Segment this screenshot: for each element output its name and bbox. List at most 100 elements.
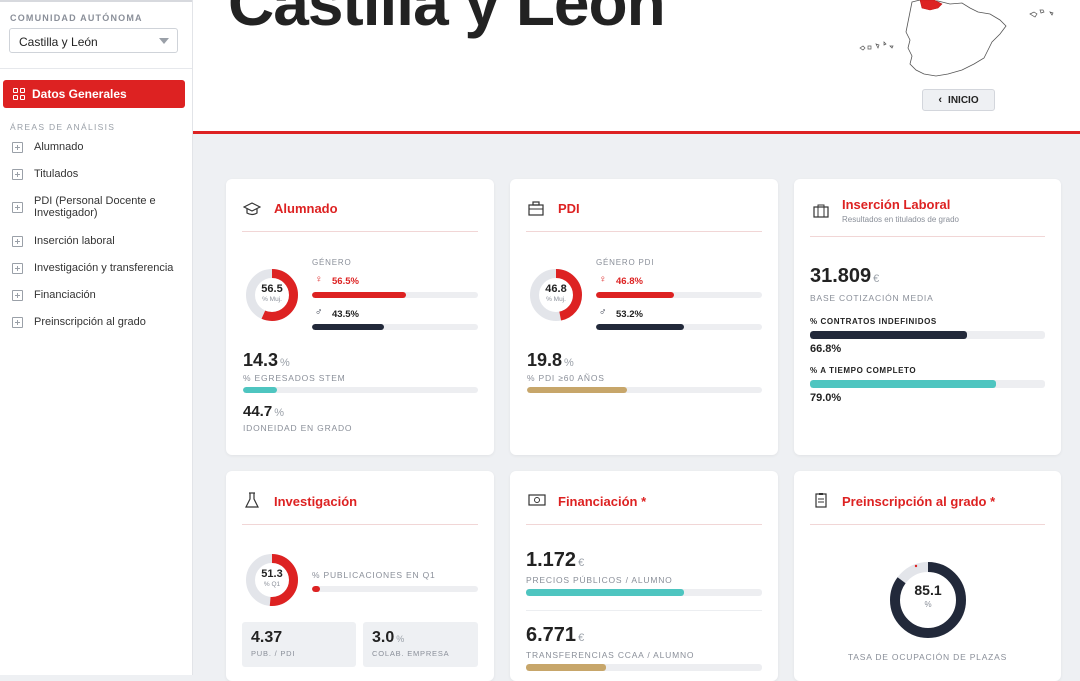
spain-map-icon — [859, 0, 1054, 77]
sidebar-item-titulados[interactable]: Titulados — [12, 168, 78, 180]
sidebar-item-label: Preinscripción al grado — [34, 316, 146, 328]
pub-stat: 4.37 PUB. / PDI — [242, 622, 356, 667]
female-icon: ♀ — [315, 274, 323, 285]
region-select[interactable]: Castilla y León — [9, 28, 178, 53]
donut-unit: % — [924, 600, 932, 609]
donut-value: 85.1 — [914, 582, 942, 598]
grid-icon — [13, 88, 25, 100]
expand-icon — [12, 316, 23, 328]
back-button[interactable]: ‹ INICIO — [922, 89, 995, 111]
base-value: 31.809 € — [810, 265, 880, 287]
transf-value: 6.771 € — [526, 624, 585, 646]
sidebar-item-investigacion[interactable]: Investigación y transferencia — [12, 262, 173, 274]
card-pdi: PDI 46.8 % Muj. GÉNERO PDI ♀ 46.8% ♂ 53.… — [510, 179, 778, 455]
sidebar-item-preinscripcion[interactable]: Preinscripción al grado — [12, 316, 146, 328]
sidebar-item-label: Alumnado — [34, 141, 84, 153]
sidebar: COMUNIDAD AUTÓNOMA Castilla y León Datos… — [0, 0, 193, 675]
gender-label: GÉNERO — [312, 258, 352, 267]
expand-icon — [12, 168, 23, 180]
card-divider — [242, 231, 478, 232]
donut-label: % Muj. — [262, 296, 282, 303]
occupancy-donut — [890, 562, 966, 638]
donut-value: 51.3 — [261, 568, 283, 580]
card-divider — [526, 524, 762, 525]
card-investigacion: Investigación 51.3 % Q1 % PUBLICACIONES … — [226, 471, 494, 681]
areas-label: ÁREAS DE ANÁLISIS — [10, 122, 116, 132]
sidebar-item-datos-generales[interactable]: Datos Generales — [3, 80, 185, 108]
stem-bar — [243, 387, 478, 393]
donut-value: 46.8 — [545, 283, 567, 295]
precios-bar — [526, 589, 762, 596]
money-icon — [528, 494, 546, 506]
transf-label: TRANSFERENCIAS CCAA / ALUMNO — [526, 650, 695, 660]
colab-stat: 3.0% COLAB. EMPRESA — [363, 622, 478, 667]
stem-value: 14.3% — [243, 350, 290, 370]
card-divider — [242, 524, 478, 525]
male-pct: 53.2% — [616, 309, 643, 320]
card-subtitle: Resultados en titulados de grado — [842, 215, 959, 224]
sidebar-item-label: Investigación y transferencia — [34, 262, 174, 274]
sidebar-top-divider — [0, 0, 192, 2]
gender-donut — [246, 269, 298, 321]
card-title: Alumnado — [274, 201, 338, 216]
card-financiacion: Financiación * 1.172 € PRECIOS PÚBLICOS /… — [510, 471, 778, 681]
chevron-down-icon — [159, 38, 169, 44]
q1-label: % PUBLICACIONES EN Q1 — [312, 570, 436, 580]
tiempo-label: % A TIEMPO COMPLETO — [810, 366, 917, 375]
sidebar-item-label: Titulados — [34, 168, 79, 180]
expand-icon — [12, 289, 23, 301]
flask-icon — [245, 492, 259, 508]
expand-icon — [12, 201, 23, 213]
precios-label: PRECIOS PÚBLICOS / ALUMNO — [526, 575, 673, 585]
indef-label: % CONTRATOS INDEFINIDOS — [810, 317, 937, 326]
donut-value: 56.5 — [261, 283, 283, 295]
card-title: PDI — [558, 201, 580, 216]
male-pct: 43.5% — [332, 309, 359, 320]
back-button-label: INICIO — [948, 94, 979, 106]
indef-bar — [810, 331, 1045, 339]
stem-label: % EGRESADOS STEM — [243, 373, 346, 383]
colab-label: COLAB. EMPRESA — [372, 649, 450, 658]
female-pct: 56.5% — [332, 276, 359, 287]
chevron-left-icon: ‹ — [938, 94, 943, 106]
card-insercion-laboral: Inserción Laboral Resultados en titulado… — [794, 179, 1061, 455]
female-bar — [312, 292, 478, 298]
sidebar-item-pdi[interactable]: PDI (Personal Docente e Investigador) — [12, 195, 177, 219]
gender-donut — [530, 269, 582, 321]
age-value: 19.8% — [527, 350, 574, 370]
clipboard-icon — [815, 493, 827, 508]
card-divider — [810, 236, 1045, 237]
graduation-cap-icon — [243, 202, 261, 216]
sidebar-item-financiacion[interactable]: Financiación — [12, 289, 96, 301]
expand-icon — [12, 262, 23, 274]
card-title: Preinscripción al grado * — [842, 494, 996, 509]
header-accent-line — [193, 131, 1080, 134]
sidebar-item-alumnado[interactable]: Alumnado — [12, 141, 84, 153]
idoneidad-label: IDONEIDAD EN GRADO — [243, 423, 353, 433]
page-title: Castilla y León — [228, 0, 666, 39]
region-select-value: Castilla y León — [19, 35, 98, 49]
sidebar-item-insercion-laboral[interactable]: Inserción laboral — [12, 235, 115, 247]
expand-icon — [12, 141, 23, 153]
colab-value: 3.0% — [372, 629, 405, 646]
female-bar — [596, 292, 762, 298]
donut-label: % Q1 — [263, 581, 281, 588]
tiempo-value: 79.0% — [810, 392, 842, 404]
card-divider — [810, 524, 1045, 525]
section-divider — [526, 610, 762, 611]
age-bar — [527, 387, 762, 393]
card-title: Inserción Laboral — [842, 197, 951, 212]
region-label: COMUNIDAD AUTÓNOMA — [10, 13, 143, 23]
donut-label: % Muj. — [546, 296, 566, 303]
gender-label: GÉNERO PDI — [596, 258, 655, 267]
male-bar — [596, 324, 762, 330]
sidebar-item-label: PDI (Personal Docente e Investigador) — [34, 195, 156, 219]
male-icon: ♂ — [599, 307, 607, 318]
sidebar-item-label: Datos Generales — [32, 87, 127, 101]
male-icon: ♂ — [315, 307, 323, 318]
precios-value: 1.172 € — [526, 549, 585, 571]
sidebar-item-label: Inserción laboral — [34, 235, 115, 247]
male-bar — [312, 324, 478, 330]
sidebar-divider — [0, 68, 192, 69]
indef-value: 66.8% — [810, 343, 842, 355]
